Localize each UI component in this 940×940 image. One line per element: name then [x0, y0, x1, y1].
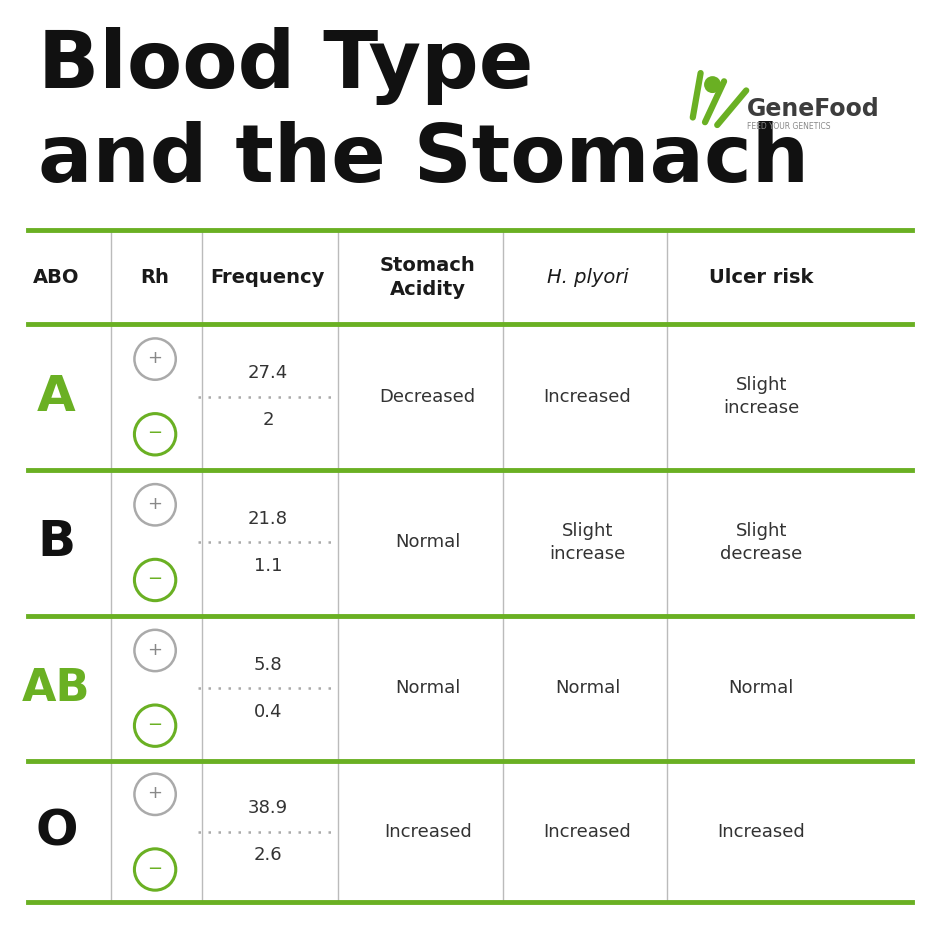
Text: 27.4: 27.4: [248, 364, 288, 383]
Text: 0.4: 0.4: [254, 702, 282, 721]
Text: AB: AB: [23, 666, 90, 710]
Text: O: O: [35, 807, 78, 856]
Text: Normal: Normal: [555, 679, 620, 697]
Text: Normal: Normal: [395, 533, 461, 552]
Text: 5.8: 5.8: [254, 655, 282, 674]
Text: 2: 2: [262, 411, 274, 430]
Circle shape: [704, 76, 721, 93]
Text: +: +: [148, 349, 163, 368]
Text: B: B: [38, 518, 75, 567]
Text: Increased: Increased: [543, 822, 632, 841]
Text: Decreased: Decreased: [380, 387, 476, 406]
Text: +: +: [148, 640, 163, 659]
Text: Ulcer risk: Ulcer risk: [709, 268, 814, 287]
Text: 1.1: 1.1: [254, 556, 282, 575]
Text: −: −: [148, 859, 163, 878]
Text: −: −: [148, 570, 163, 588]
Text: Frequency: Frequency: [211, 268, 325, 287]
Text: GeneFood: GeneFood: [747, 97, 880, 121]
Text: ABO: ABO: [33, 268, 80, 287]
Text: Increased: Increased: [384, 822, 472, 841]
Text: +: +: [148, 494, 163, 513]
Text: and the Stomach: and the Stomach: [38, 121, 808, 198]
Text: H. plyori: H. plyori: [547, 268, 628, 287]
Text: A: A: [37, 372, 76, 421]
Text: 2.6: 2.6: [254, 846, 282, 865]
Text: Blood Type: Blood Type: [38, 27, 533, 104]
Text: Normal: Normal: [395, 679, 461, 697]
Text: 21.8: 21.8: [248, 509, 288, 528]
Text: 38.9: 38.9: [248, 799, 288, 818]
Text: +: +: [148, 784, 163, 803]
Text: Increased: Increased: [543, 387, 632, 406]
Text: −: −: [148, 715, 163, 734]
Text: Rh: Rh: [141, 268, 169, 287]
Text: Slight
increase: Slight increase: [723, 376, 800, 417]
Text: FEED YOUR GENETICS: FEED YOUR GENETICS: [747, 122, 831, 132]
Text: −: −: [148, 424, 163, 443]
Text: Increased: Increased: [717, 822, 806, 841]
Text: Slight
increase: Slight increase: [549, 522, 626, 563]
Text: Slight
decrease: Slight decrease: [720, 522, 803, 563]
Text: Normal: Normal: [728, 679, 794, 697]
Text: Stomach
Acidity: Stomach Acidity: [380, 256, 476, 299]
